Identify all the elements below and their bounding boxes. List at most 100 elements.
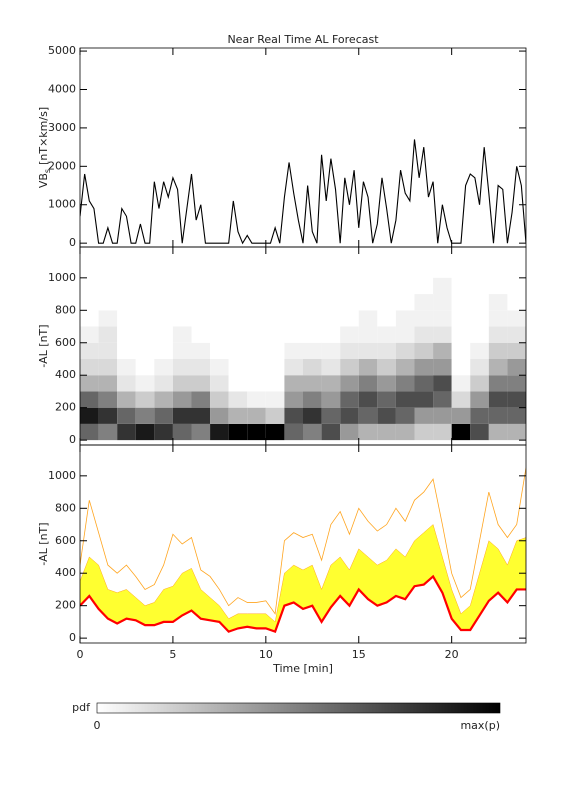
heat-cell (191, 358, 211, 376)
heat-cell (321, 310, 341, 327)
heat-cell (321, 326, 341, 343)
heat-cell (154, 342, 173, 359)
heat-cell (247, 294, 266, 311)
heat-cell (284, 407, 303, 424)
heat-cell (414, 342, 434, 359)
plot-area (80, 467, 526, 634)
series-line (80, 139, 526, 245)
y-tick-label: 1000 (48, 198, 76, 211)
heat-cell (377, 294, 396, 311)
heat-cell (210, 342, 229, 359)
heat-cell (488, 310, 508, 327)
heat-cell (210, 358, 229, 376)
heat-cell (303, 294, 322, 311)
heat-cell (135, 277, 155, 295)
heat-cell (395, 375, 415, 392)
heat-cell (154, 375, 173, 392)
heat-cell (80, 358, 99, 376)
x-tick-label: 20 (445, 648, 459, 661)
heat-cell (340, 391, 359, 408)
series-line (80, 574, 526, 634)
heat-cell (358, 294, 378, 311)
heat-cell (433, 277, 452, 295)
heat-cell (117, 326, 136, 343)
heat-cell (321, 423, 341, 441)
heat-cell (395, 326, 415, 343)
heat-cell (210, 407, 229, 424)
heat-cell (303, 407, 322, 424)
heat-cell (340, 277, 359, 295)
heat-cell (433, 423, 452, 441)
heat-cell (395, 294, 415, 311)
heat-cell (358, 391, 378, 408)
heat-cell (414, 277, 434, 295)
heat-cell (507, 407, 526, 424)
heat-cell (117, 423, 136, 441)
heat-cell (210, 294, 229, 311)
heat-cell (395, 342, 415, 359)
heat-cell (414, 375, 434, 392)
heat-cell (154, 358, 173, 376)
y-axis-label: -AL [nT] (37, 324, 50, 367)
heat-cell (172, 277, 192, 295)
panel: 0 1000 2000 3000 4000 5000 VBs [nT×km/s] (37, 44, 527, 249)
heat-cell (433, 375, 452, 392)
y-tick-label: 400 (55, 566, 76, 579)
y-tick-label: 4000 (48, 82, 76, 95)
heat-cell (265, 294, 285, 311)
heat-cell (451, 310, 471, 327)
plot-area (80, 139, 526, 245)
heat-cell (284, 326, 303, 343)
y-tick-label: 3000 (48, 121, 76, 134)
heat-cell (191, 310, 211, 327)
heat-cell (228, 294, 248, 311)
heat-cell (433, 358, 452, 376)
heat-cell (358, 310, 378, 327)
heat-cell (98, 407, 118, 424)
y-tick-label: 600 (55, 336, 76, 349)
heat-cell (414, 423, 434, 441)
heat-cell (395, 423, 415, 441)
heat-cell (414, 294, 434, 311)
heat-cell (340, 407, 359, 424)
heat-cell (135, 358, 155, 376)
heat-cell (470, 342, 489, 359)
heat-cell (265, 342, 285, 359)
heat-cell (228, 391, 248, 408)
y-tick-label: 0 (69, 631, 76, 644)
frame (79, 47, 527, 248)
panel: 0 200 400 600 800 1000 -AL [nT] (37, 246, 527, 446)
heat-cell (80, 375, 99, 392)
heat-cell (488, 277, 508, 295)
heat-cell (303, 391, 322, 408)
heat-cell (470, 294, 489, 311)
y-tick-label: 0 (69, 236, 76, 249)
heat-cell (80, 391, 99, 408)
heat-cell (191, 423, 211, 441)
heat-cell (210, 310, 229, 327)
heat-cell (470, 310, 489, 327)
heat-cell (507, 423, 526, 441)
heat-cell (265, 310, 285, 327)
heat-cell (117, 310, 136, 327)
heat-cell (135, 310, 155, 327)
heat-cell (172, 375, 192, 392)
heat-cell (451, 277, 471, 295)
y-axis-label: -AL [nT] (37, 522, 50, 565)
heat-cell (80, 423, 99, 441)
heat-cell (135, 407, 155, 424)
heat-cell (135, 423, 155, 441)
heat-cell (228, 358, 248, 376)
heat-cell (507, 310, 526, 327)
heat-cell (284, 423, 303, 441)
heat-cell (265, 423, 285, 441)
heat-cell (451, 294, 471, 311)
heat-cell (470, 407, 489, 424)
heat-cell (135, 375, 155, 392)
heat-cell (340, 423, 359, 441)
heat-cell (98, 294, 118, 311)
heat-cell (210, 423, 229, 441)
heat-cell (377, 407, 396, 424)
heat-cell (135, 342, 155, 359)
heat-cell (377, 310, 396, 327)
